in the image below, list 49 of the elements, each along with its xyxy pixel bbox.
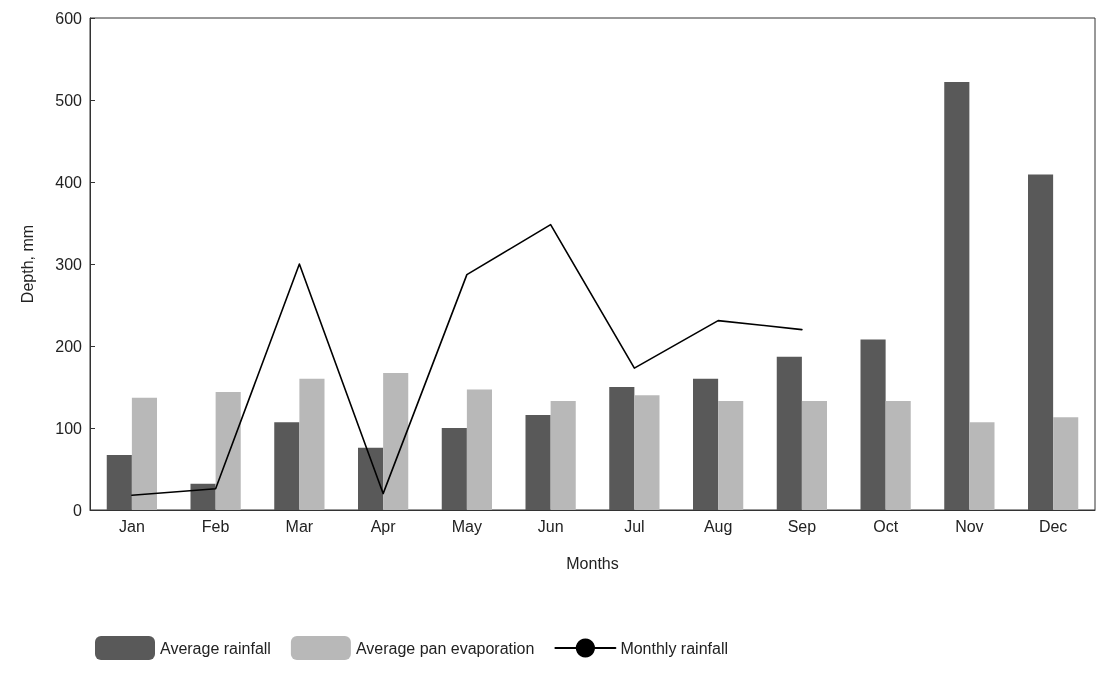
bar	[441, 428, 467, 510]
legend-label: Monthly rainfall	[620, 639, 728, 657]
y-axis-title: Depth, mm	[18, 224, 36, 304]
bar	[969, 422, 995, 510]
y-tick-label: 100	[55, 419, 83, 437]
bar	[550, 400, 576, 510]
x-tick-label: Dec	[1038, 517, 1068, 535]
x-tick-label: Sep	[787, 517, 817, 535]
x-tick-label: Apr	[370, 517, 397, 535]
bar	[1028, 174, 1054, 510]
y-tick-label: 200	[55, 337, 83, 355]
x-tick-label: Mar	[285, 517, 314, 535]
bar	[634, 395, 660, 510]
legend-label: Average rainfall	[160, 639, 271, 657]
bar	[215, 391, 241, 510]
x-tick-label: Nov	[955, 517, 984, 535]
bar	[944, 81, 970, 510]
y-tick-label: 300	[55, 255, 83, 273]
x-tick-label: Jul	[624, 517, 645, 535]
bar	[609, 387, 635, 510]
bar	[525, 414, 551, 510]
y-tick-label: 400	[55, 173, 83, 191]
x-tick-label: Oct	[873, 517, 899, 535]
bar	[466, 389, 492, 510]
bar	[1053, 417, 1079, 510]
y-tick-label: 600	[55, 9, 83, 27]
bar	[693, 378, 719, 510]
legend-label: Average pan evaporation	[355, 639, 535, 657]
bar	[801, 400, 827, 510]
bar	[776, 356, 802, 510]
x-tick-label: Feb	[201, 517, 230, 535]
bar	[358, 447, 384, 510]
bar	[383, 373, 409, 510]
bar	[885, 400, 911, 510]
bar	[274, 422, 300, 510]
bar	[190, 483, 216, 510]
x-tick-label: Jun	[537, 517, 564, 535]
y-tick-label: 500	[55, 91, 83, 109]
x-axis-title: Months	[566, 554, 619, 572]
bar	[299, 378, 325, 510]
bar	[718, 400, 744, 510]
x-tick-label: Jan	[118, 517, 145, 535]
bar	[860, 339, 886, 510]
bar	[131, 397, 157, 510]
bar	[106, 455, 132, 510]
y-tick-label: 0	[73, 501, 83, 519]
x-tick-label: May	[451, 517, 482, 535]
line-series	[131, 223, 803, 497]
x-tick-label: Aug	[703, 517, 733, 535]
